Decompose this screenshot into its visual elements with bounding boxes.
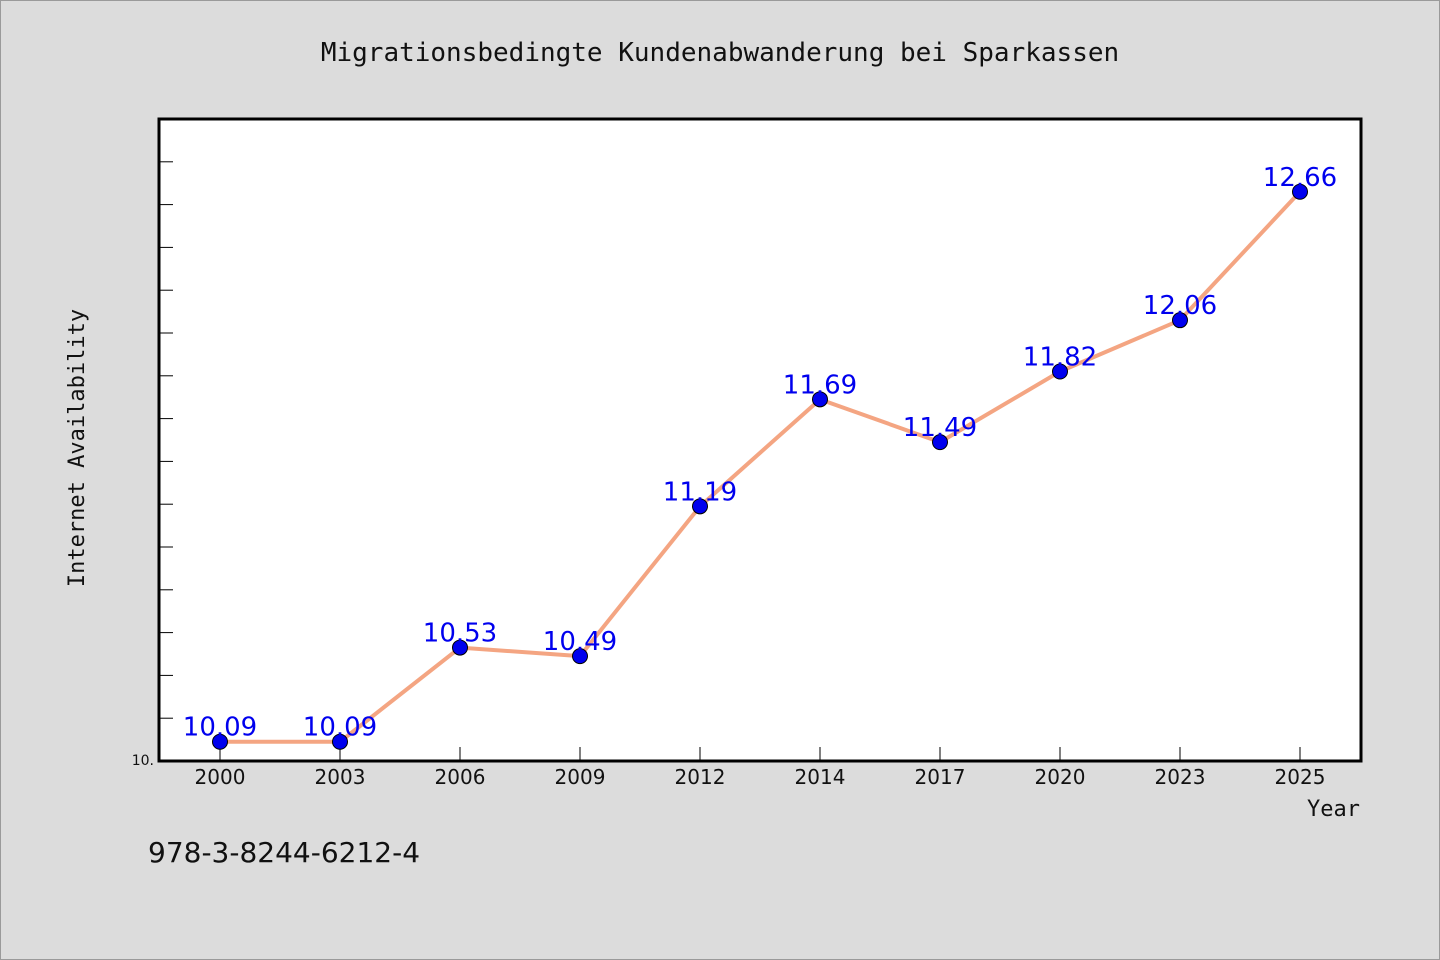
data-label: 10.53 bbox=[423, 619, 497, 649]
x-tick-label: 2009 bbox=[555, 765, 606, 789]
x-tick-label: 2014 bbox=[795, 765, 846, 789]
data-point bbox=[1172, 312, 1188, 329]
data-point bbox=[572, 648, 588, 665]
y-axis-label: Internet Availability bbox=[65, 309, 90, 587]
x-tick-label: 2012 bbox=[675, 765, 726, 789]
x-tick-label: 2025 bbox=[1275, 765, 1326, 789]
series-markers bbox=[212, 183, 1308, 750]
data-label: 11.19 bbox=[663, 477, 737, 507]
data-point bbox=[932, 434, 948, 451]
data-point bbox=[332, 733, 348, 750]
x-axis-ticks: 2000 2003 2006 2009 2012 2014 2017 2020 2023 2025 bbox=[195, 747, 1326, 789]
data-point bbox=[812, 391, 828, 408]
data-labels: 10.09 10.09 10.53 10.49 11.19 11.69 11.49 11.82… bbox=[183, 163, 1337, 743]
data-label: 10.09 bbox=[183, 713, 257, 743]
series-line-group bbox=[220, 190, 1302, 744]
data-label: 10.49 bbox=[543, 627, 617, 657]
data-label: 11.82 bbox=[1023, 343, 1097, 373]
data-point bbox=[1292, 183, 1308, 200]
plot-area bbox=[157, 117, 1363, 763]
data-point bbox=[452, 639, 468, 656]
x-tick-label: 2017 bbox=[915, 765, 966, 789]
x-tick-label: 2023 bbox=[1155, 765, 1206, 789]
data-label: 12.66 bbox=[1263, 163, 1337, 193]
y-axis-minor-ticks bbox=[159, 161, 173, 719]
data-point bbox=[692, 498, 708, 515]
isbn-annotation: 978-3-8244-6212-4 bbox=[148, 836, 420, 869]
data-point bbox=[212, 733, 228, 750]
chart-title: Migrationsbedingte Kundenabwanderung bei… bbox=[321, 38, 1119, 68]
x-axis-label: Year bbox=[1307, 797, 1360, 822]
y-axis-min-label: 10. bbox=[132, 753, 154, 769]
data-label: 11.49 bbox=[903, 413, 977, 443]
x-tick-label: 2000 bbox=[195, 765, 246, 789]
series-line bbox=[220, 190, 1302, 744]
data-point bbox=[1052, 363, 1068, 380]
data-label: 10.09 bbox=[303, 713, 377, 743]
x-tick-label: 2020 bbox=[1035, 765, 1086, 789]
x-tick-label: 2006 bbox=[435, 765, 486, 789]
data-label: 12.06 bbox=[1143, 291, 1217, 321]
x-tick-label: 2003 bbox=[315, 765, 366, 789]
data-label: 11.69 bbox=[783, 370, 857, 400]
